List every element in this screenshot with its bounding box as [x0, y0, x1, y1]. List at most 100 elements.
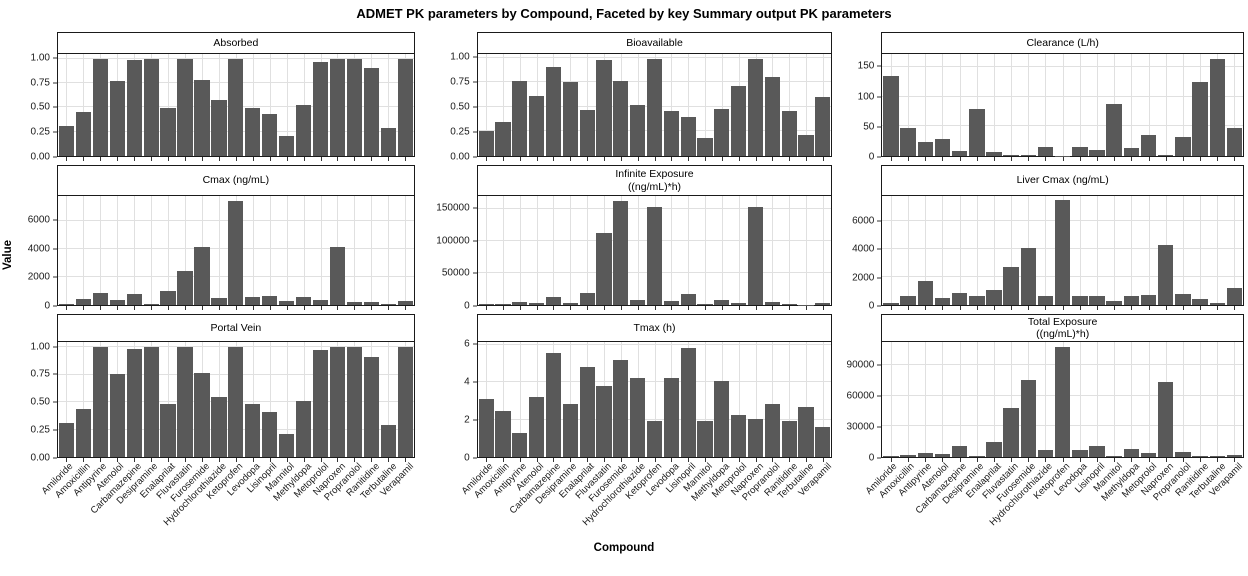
x-tick-mark — [151, 458, 153, 462]
bar — [194, 247, 210, 305]
bar — [969, 456, 985, 457]
y-axis: 0.00 0.25 0.50 0.75 1.00 — [18, 52, 57, 163]
bar — [697, 138, 713, 156]
x-tick-mark — [1079, 458, 1081, 462]
gridline-horizontal — [882, 66, 1243, 68]
bar — [1106, 456, 1122, 457]
bar — [1089, 446, 1105, 457]
x-tick-mark — [1148, 458, 1150, 462]
gridline-horizontal — [477, 381, 832, 383]
bar — [596, 385, 612, 457]
x-tick-mark — [1200, 157, 1202, 161]
bar — [613, 359, 629, 457]
x-tick-mark — [486, 157, 488, 161]
bar — [579, 109, 595, 156]
x-tick-mark — [925, 458, 927, 462]
gridline-vertical — [83, 342, 85, 457]
bar — [211, 297, 227, 305]
facet-strip: Liver Cmax (ng/mL) — [881, 165, 1244, 195]
x-tick-mark — [286, 458, 288, 462]
facet-title-text: Liver Cmax (ng/mL) — [1016, 174, 1109, 187]
x-tick-mark — [502, 306, 504, 310]
bar — [697, 420, 713, 457]
x-tick-mark — [637, 157, 639, 161]
y-tick-label: 0 — [44, 300, 50, 312]
gridline-vertical — [1011, 196, 1013, 305]
x-tick-mark — [269, 306, 271, 310]
x-tick-mark — [620, 157, 622, 161]
gridline-vertical — [942, 342, 944, 457]
gridline-vertical — [993, 196, 995, 305]
gridline-vertical — [1182, 54, 1184, 156]
x-tick-mark — [1165, 157, 1167, 161]
gridline-vertical — [168, 342, 170, 457]
bar — [92, 347, 108, 457]
bar — [1020, 155, 1037, 156]
y-tick-label: 4000 — [852, 243, 875, 255]
bar — [529, 302, 545, 305]
facet-cmax: Cmax (ng/mL) 0 2000 4000 6000 — [18, 165, 415, 312]
bar — [380, 304, 396, 305]
bar — [160, 108, 176, 156]
bar — [1106, 104, 1122, 156]
gridline-vertical — [789, 196, 791, 305]
bar — [562, 302, 578, 305]
y-tick-mark — [472, 343, 477, 345]
bar — [58, 125, 75, 156]
bar — [1140, 294, 1157, 305]
gridline-vertical — [959, 54, 961, 156]
x-tick-mark — [1028, 157, 1030, 161]
facet-title-text: Clearance (L/h) — [1026, 36, 1099, 49]
bar — [545, 296, 562, 305]
bar — [815, 427, 831, 457]
x-tick-mark — [688, 458, 690, 462]
bar — [245, 404, 261, 457]
x-tick-mark — [1217, 458, 1219, 462]
y-tick-label: 0 — [868, 300, 875, 312]
bar — [58, 423, 75, 457]
x-tick-mark — [286, 306, 288, 310]
gridline-vertical — [66, 342, 68, 457]
x-tick-mark — [536, 157, 538, 161]
facet-title-text: Tmax (h) — [633, 321, 676, 334]
x-tick-mark — [134, 306, 136, 310]
gridline-vertical — [705, 54, 707, 156]
x-tick-mark — [671, 157, 673, 161]
gridline-vertical — [806, 196, 808, 305]
bar — [764, 301, 780, 305]
gridline-horizontal — [477, 56, 832, 58]
y-axis-title: Value — [2, 239, 14, 271]
y-tick-mark — [877, 65, 882, 67]
x-tick-mark — [252, 458, 254, 462]
x-tick-mark — [890, 458, 892, 462]
bar — [245, 296, 261, 305]
bar — [781, 110, 797, 156]
bar — [279, 300, 295, 305]
gridline-vertical — [269, 196, 271, 305]
facet-strip: Portal Vein — [57, 314, 415, 341]
x-tick-mark — [908, 306, 910, 310]
gridline-vertical — [168, 54, 170, 156]
gridline-vertical — [83, 196, 85, 305]
gridline-vertical — [688, 196, 690, 305]
y-tick-mark — [53, 457, 57, 459]
bar — [562, 82, 578, 156]
x-tick-mark — [1131, 157, 1133, 161]
y-axis: 0 50 100 150 — [832, 53, 882, 163]
bar — [478, 304, 494, 305]
x-tick-mark — [134, 157, 136, 161]
gridline-horizontal — [58, 346, 414, 348]
bar — [798, 135, 814, 156]
x-tick-mark — [252, 157, 254, 161]
x-tick-mark — [168, 306, 170, 310]
x-tick-mark — [721, 458, 723, 462]
gridline-vertical — [168, 196, 170, 305]
plot-panel — [881, 195, 1244, 310]
y-tick-mark — [877, 395, 882, 397]
bar — [1192, 81, 1208, 156]
x-tick-mark — [269, 458, 271, 462]
bar — [951, 151, 968, 156]
facet-liver-cmax: Liver Cmax (ng/mL) 0 2000 4000 6000 — [832, 165, 1244, 312]
y-tick-mark — [472, 156, 477, 158]
y-tick-label: 0.50 — [450, 101, 470, 113]
